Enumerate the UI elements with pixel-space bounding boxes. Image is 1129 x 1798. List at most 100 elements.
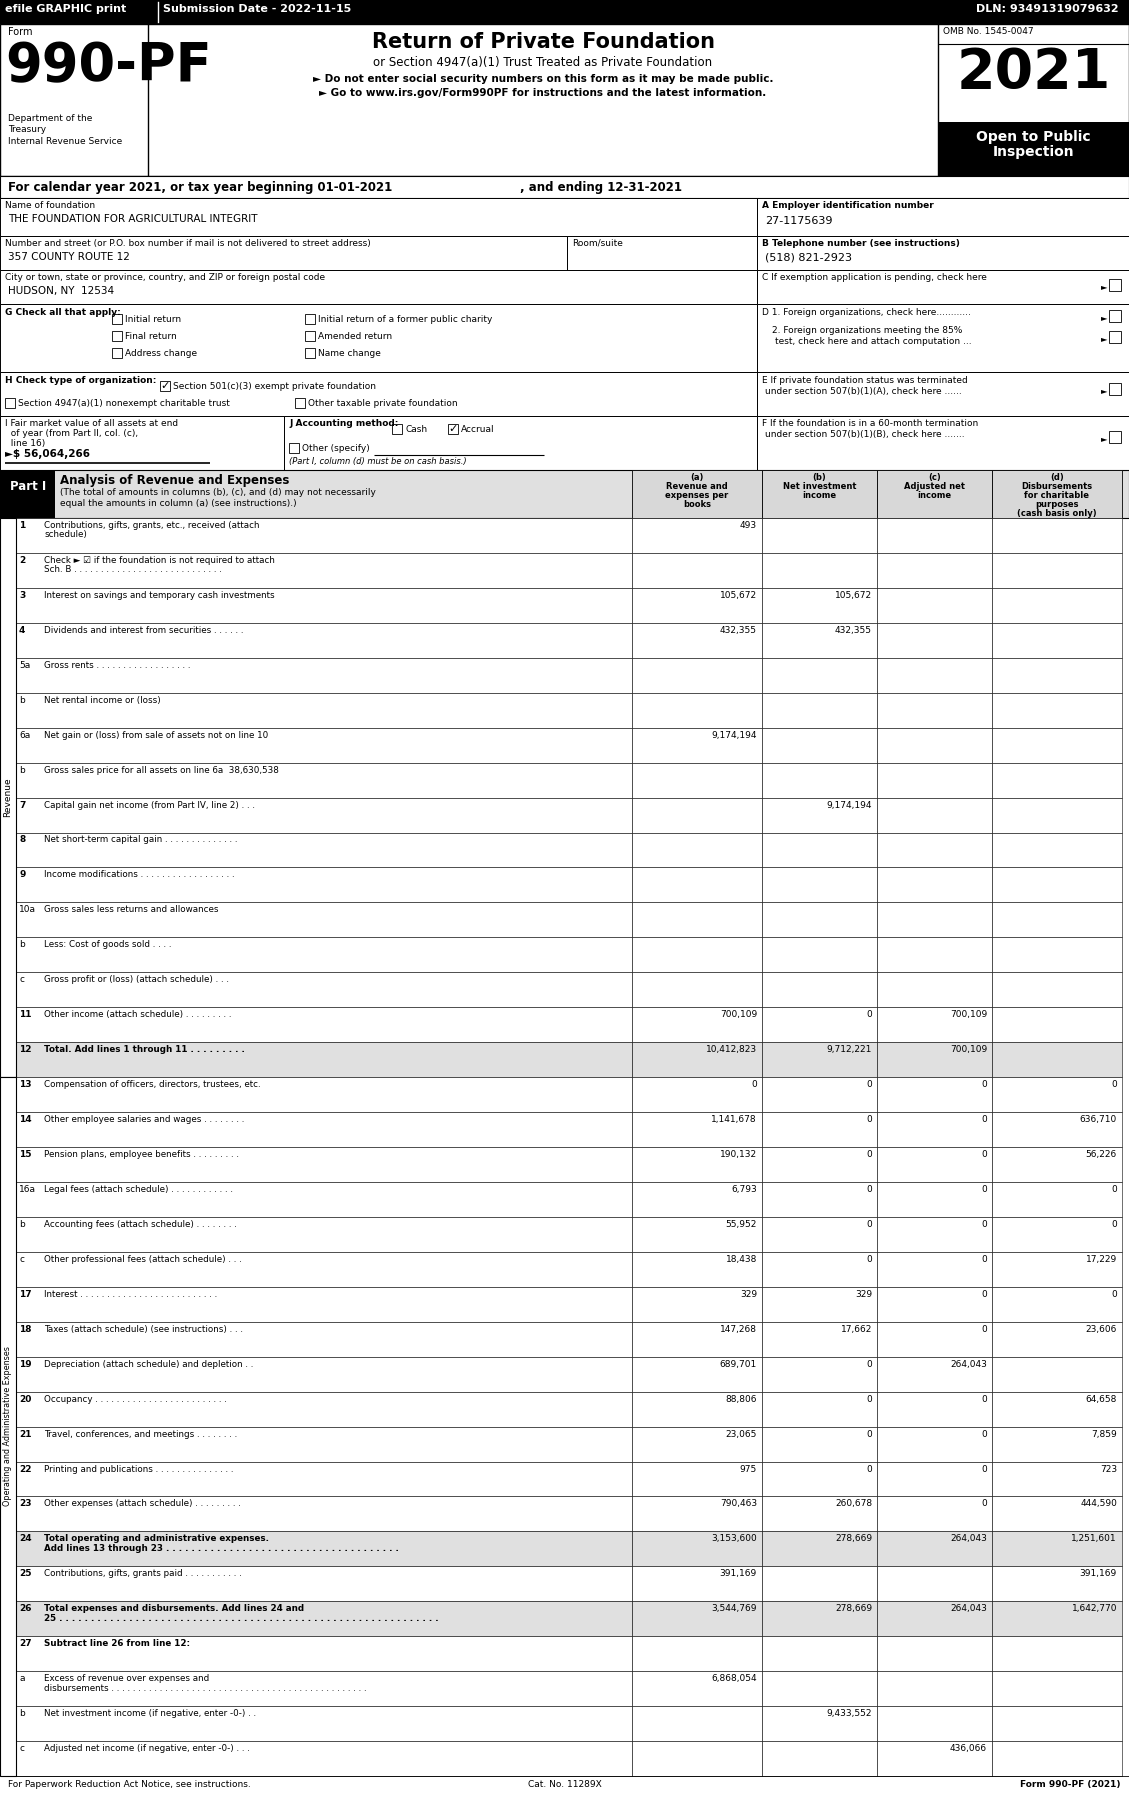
Bar: [992, 518, 1122, 554]
Text: Taxes (attach schedule) (see instructions) . . .: Taxes (attach schedule) (see instruction…: [44, 1325, 243, 1334]
Text: 17: 17: [19, 1289, 32, 1298]
Text: Add lines 13 through 23 . . . . . . . . . . . . . . . . . . . . . . . . . . . . : Add lines 13 through 23 . . . . . . . . …: [44, 1544, 399, 1553]
Bar: [877, 903, 992, 937]
Text: Internal Revenue Service: Internal Revenue Service: [8, 137, 122, 146]
Bar: [762, 1602, 877, 1636]
Bar: [877, 518, 992, 554]
Text: Section 4947(a)(1) nonexempt charitable trust: Section 4947(a)(1) nonexempt charitable …: [18, 399, 230, 408]
Text: 990-PF: 990-PF: [5, 40, 211, 92]
Text: ► Do not enter social security numbers on this form as it may be made public.: ► Do not enter social security numbers o…: [313, 74, 773, 85]
Text: 432,355: 432,355: [720, 626, 758, 635]
Text: line 16): line 16): [5, 439, 45, 448]
Bar: [762, 1357, 877, 1392]
Bar: [448, 424, 458, 433]
Bar: [16, 622, 632, 658]
Text: Name of foundation: Name of foundation: [5, 201, 95, 210]
Bar: [762, 1392, 877, 1426]
Text: 6,793: 6,793: [732, 1185, 758, 1194]
Bar: [758, 304, 1129, 372]
Bar: [992, 1636, 1122, 1670]
Text: Other professional fees (attach schedule) . . .: Other professional fees (attach schedule…: [44, 1255, 242, 1264]
Text: under section 507(b)(1)(B), check here .......: under section 507(b)(1)(B), check here .…: [765, 430, 964, 439]
Bar: [285, 415, 758, 469]
Bar: [16, 1740, 632, 1776]
Text: (d): (d): [1050, 473, 1064, 482]
Text: 21: 21: [19, 1429, 32, 1438]
Text: 27-1175639: 27-1175639: [765, 216, 832, 227]
Text: Revenue and: Revenue and: [666, 482, 728, 491]
Bar: [16, 554, 632, 588]
Text: 0: 0: [866, 1115, 872, 1124]
Bar: [632, 1147, 762, 1181]
Text: 0: 0: [981, 1115, 987, 1124]
Bar: [992, 1357, 1122, 1392]
Bar: [16, 1532, 632, 1566]
Text: For Paperwork Reduction Act Notice, see instructions.: For Paperwork Reduction Act Notice, see …: [8, 1780, 251, 1789]
Bar: [16, 1007, 632, 1043]
Bar: [16, 1251, 632, 1287]
Text: 278,669: 278,669: [834, 1604, 872, 1613]
Bar: [758, 270, 1129, 304]
Text: b: b: [19, 766, 25, 775]
Bar: [0, 469, 55, 518]
Text: ►: ►: [1101, 282, 1108, 291]
Bar: [877, 1217, 992, 1251]
Bar: [632, 1740, 762, 1776]
Bar: [762, 1636, 877, 1670]
Bar: [632, 1181, 762, 1217]
Bar: [992, 1496, 1122, 1532]
Text: Net investment income (if negative, enter -0-) . .: Net investment income (if negative, ente…: [44, 1710, 256, 1719]
Text: 3,544,769: 3,544,769: [711, 1604, 758, 1613]
Text: Net investment: Net investment: [782, 482, 856, 491]
Bar: [762, 1217, 877, 1251]
Text: 0: 0: [866, 1010, 872, 1019]
Bar: [877, 1670, 992, 1706]
Text: expenses per: expenses per: [665, 491, 728, 500]
Bar: [992, 1147, 1122, 1181]
Text: 432,355: 432,355: [835, 626, 872, 635]
Text: of year (from Part II, col. (c),: of year (from Part II, col. (c),: [5, 430, 138, 439]
Text: Section 501(c)(3) exempt private foundation: Section 501(c)(3) exempt private foundat…: [173, 381, 376, 390]
Bar: [762, 692, 877, 728]
Text: 26: 26: [19, 1604, 32, 1613]
Bar: [877, 1426, 992, 1462]
Text: 4: 4: [19, 626, 25, 635]
Text: 11: 11: [19, 1010, 32, 1019]
Bar: [632, 1532, 762, 1566]
Text: Dividends and interest from securities . . . . . .: Dividends and interest from securities .…: [44, 626, 244, 635]
Bar: [632, 1426, 762, 1462]
Text: Submission Date - 2022-11-15: Submission Date - 2022-11-15: [163, 4, 351, 14]
Bar: [16, 937, 632, 973]
Text: H Check type of organization:: H Check type of organization:: [5, 376, 157, 385]
Text: Final return: Final return: [125, 333, 177, 342]
Text: 88,806: 88,806: [726, 1395, 758, 1404]
Bar: [16, 518, 632, 554]
Text: 1: 1: [19, 521, 25, 530]
Text: 1,251,601: 1,251,601: [1071, 1534, 1117, 1543]
Bar: [877, 832, 992, 867]
Bar: [877, 1007, 992, 1043]
Text: 17,229: 17,229: [1086, 1255, 1117, 1264]
Bar: [992, 832, 1122, 867]
Text: 18,438: 18,438: [726, 1255, 758, 1264]
Text: 23: 23: [19, 1500, 32, 1509]
Text: (a): (a): [690, 473, 703, 482]
Bar: [632, 1462, 762, 1496]
Bar: [877, 692, 992, 728]
Text: 9,712,221: 9,712,221: [826, 1045, 872, 1054]
Bar: [1109, 383, 1121, 396]
Text: 329: 329: [855, 1289, 872, 1298]
Text: Initial return: Initial return: [125, 315, 181, 324]
Bar: [632, 1217, 762, 1251]
Text: ✓: ✓: [448, 424, 457, 433]
Text: b: b: [19, 940, 25, 949]
Bar: [16, 1392, 632, 1426]
Text: Interest on savings and temporary cash investments: Interest on savings and temporary cash i…: [44, 592, 274, 601]
Text: 147,268: 147,268: [720, 1325, 758, 1334]
Text: OMB No. 1545-0047: OMB No. 1545-0047: [943, 27, 1034, 36]
Text: 190,132: 190,132: [720, 1151, 758, 1160]
Bar: [632, 867, 762, 903]
Text: Form: Form: [8, 27, 33, 38]
Bar: [762, 798, 877, 832]
Bar: [112, 349, 122, 358]
